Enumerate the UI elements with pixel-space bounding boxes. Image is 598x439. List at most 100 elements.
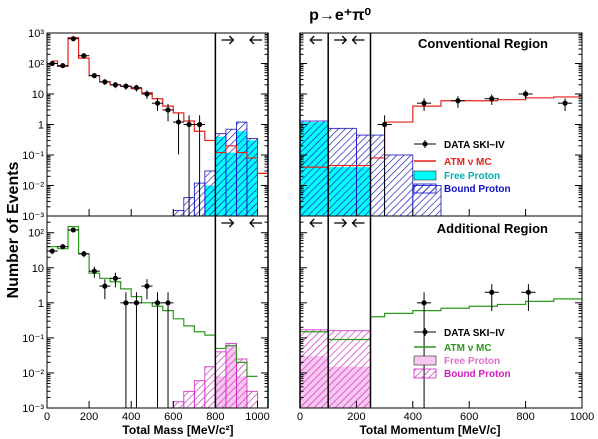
data-point (112, 82, 119, 88)
cut-arrow (249, 218, 262, 228)
legend-free-label: Free Proton (444, 356, 500, 367)
panel-title-conventional: Conventional Region (418, 36, 548, 51)
y-tick-label: 10 (32, 89, 44, 101)
data-point (421, 300, 427, 306)
cut-arrow (221, 218, 235, 228)
data-point (70, 227, 76, 233)
y-tick-label: 10² (28, 228, 44, 240)
bound-proton-bin (299, 120, 329, 217)
cut-arrow (351, 218, 365, 228)
data-point (70, 36, 76, 42)
x-axis-label-momentum: Total Momentum [MeV/c] (359, 423, 500, 437)
data-point (102, 79, 108, 85)
y-tick-label: 10⁻² (22, 368, 44, 380)
y-tick-label: 10 (32, 263, 44, 275)
data-point (165, 107, 171, 113)
legend-free-label: Free Proton (444, 171, 500, 182)
data-point (102, 283, 108, 289)
data-point (81, 53, 87, 59)
data-point (49, 248, 55, 254)
legend-conventional: DATA SKI~IV ATM ν MC Free Proton Bound P… (413, 140, 511, 195)
legend-bound-label: Bound Proton (444, 184, 511, 195)
cut-arrow (221, 35, 235, 45)
x-tick-label: 800 (516, 411, 534, 423)
data-point (144, 283, 150, 289)
data-point (133, 300, 140, 306)
cut-arrow (334, 218, 348, 228)
bound-proton-bin (204, 170, 216, 217)
y-tick-label: 1 (38, 120, 44, 132)
cut-arrow (249, 35, 262, 45)
data-point (154, 300, 161, 306)
cut-arrow (351, 35, 365, 45)
legend-data-label: DATA SKI~IV (444, 140, 505, 151)
y-axis-label: Number of Events (5, 161, 22, 298)
x-tick-label: 600 (460, 411, 478, 423)
legend-free-swatch (413, 355, 437, 366)
data-point (144, 91, 150, 97)
panel-frame (46, 215, 269, 409)
figure-title: p→e⁺π⁰ (309, 7, 371, 24)
data-point (112, 275, 119, 281)
data-point (186, 121, 192, 128)
legend-mc-label: ATM ν MC (444, 343, 492, 354)
data-point (421, 100, 427, 106)
data-point (81, 251, 87, 257)
x-tick-label: 200 (80, 411, 98, 423)
data-point (562, 100, 568, 106)
bound-proton-bin (172, 401, 185, 409)
bound-proton-bin (327, 330, 371, 409)
bound-proton-bin (327, 127, 357, 217)
y-tick-label: 10⁻¹ (22, 333, 44, 345)
panel-conventional-mass: 10⁻³ 10⁻² 10⁻¹ 1 10 10² 10³ (22, 28, 269, 223)
bound-proton-bin (193, 380, 206, 409)
bound-proton-bin (236, 358, 248, 409)
y-tick-label: 10⁻¹ (22, 150, 44, 162)
data-point (60, 244, 66, 250)
legend-bound-swatch (413, 183, 437, 194)
x-tick-label: 1000 (570, 411, 594, 423)
bound-proton-bin (225, 342, 237, 409)
bound-proton-bin (204, 366, 216, 409)
x-tick-label: 800 (206, 411, 224, 423)
legend-free-swatch (413, 170, 437, 181)
y-tick-label: 1 (38, 298, 44, 310)
cut-arrow (334, 35, 348, 45)
legend-bound-swatch (413, 368, 437, 379)
data-point (525, 289, 532, 295)
bound-proton-bin (225, 128, 237, 217)
data-point (175, 119, 182, 125)
data-point (382, 121, 388, 128)
data-point (196, 121, 203, 128)
bound-proton-bin (183, 390, 195, 409)
plot-panels: 10⁻³ 10⁻² 10⁻¹ 1 10 10² 10³ 10⁻³ 10⁻² 10⁻¹ 1 10 10² 0… (22, 28, 594, 423)
data-point (123, 300, 129, 306)
data-point (154, 100, 161, 106)
legend-additional: DATA SKI~IV ATM ν MC Free Proton Bound P… (413, 328, 511, 380)
legend-data-label: DATA SKI~IV (444, 328, 505, 339)
legend-mc-label: ATM ν MC (444, 157, 492, 168)
panel-frame (299, 215, 583, 409)
legend-data-marker (422, 329, 428, 335)
bound-proton-bin (214, 133, 227, 217)
legend-bound-label: Bound Proton (444, 369, 511, 380)
data-point (60, 63, 66, 69)
data-point (165, 300, 171, 306)
x-tick-label: 1000 (245, 411, 269, 423)
cut-arrow (309, 218, 323, 228)
x-tick-label: 400 (122, 411, 140, 423)
legend-data-marker (422, 141, 428, 147)
x-tick-label: 0 (297, 411, 303, 423)
x-axis-label-mass: Total Mass [MeV/c²] (122, 423, 233, 437)
cut-arrow (309, 35, 323, 45)
data-point (91, 73, 97, 79)
data-point (91, 268, 97, 274)
y-tick-label: 10⁻³ (22, 211, 44, 223)
bound-proton-bin (214, 351, 227, 409)
y-tick-label: 10⁻² (22, 181, 44, 193)
data-point (489, 289, 495, 295)
panel-title-additional: Additional Region (437, 221, 548, 236)
atm-mc-histogram (47, 37, 268, 174)
x-tick-label: 600 (164, 411, 182, 423)
